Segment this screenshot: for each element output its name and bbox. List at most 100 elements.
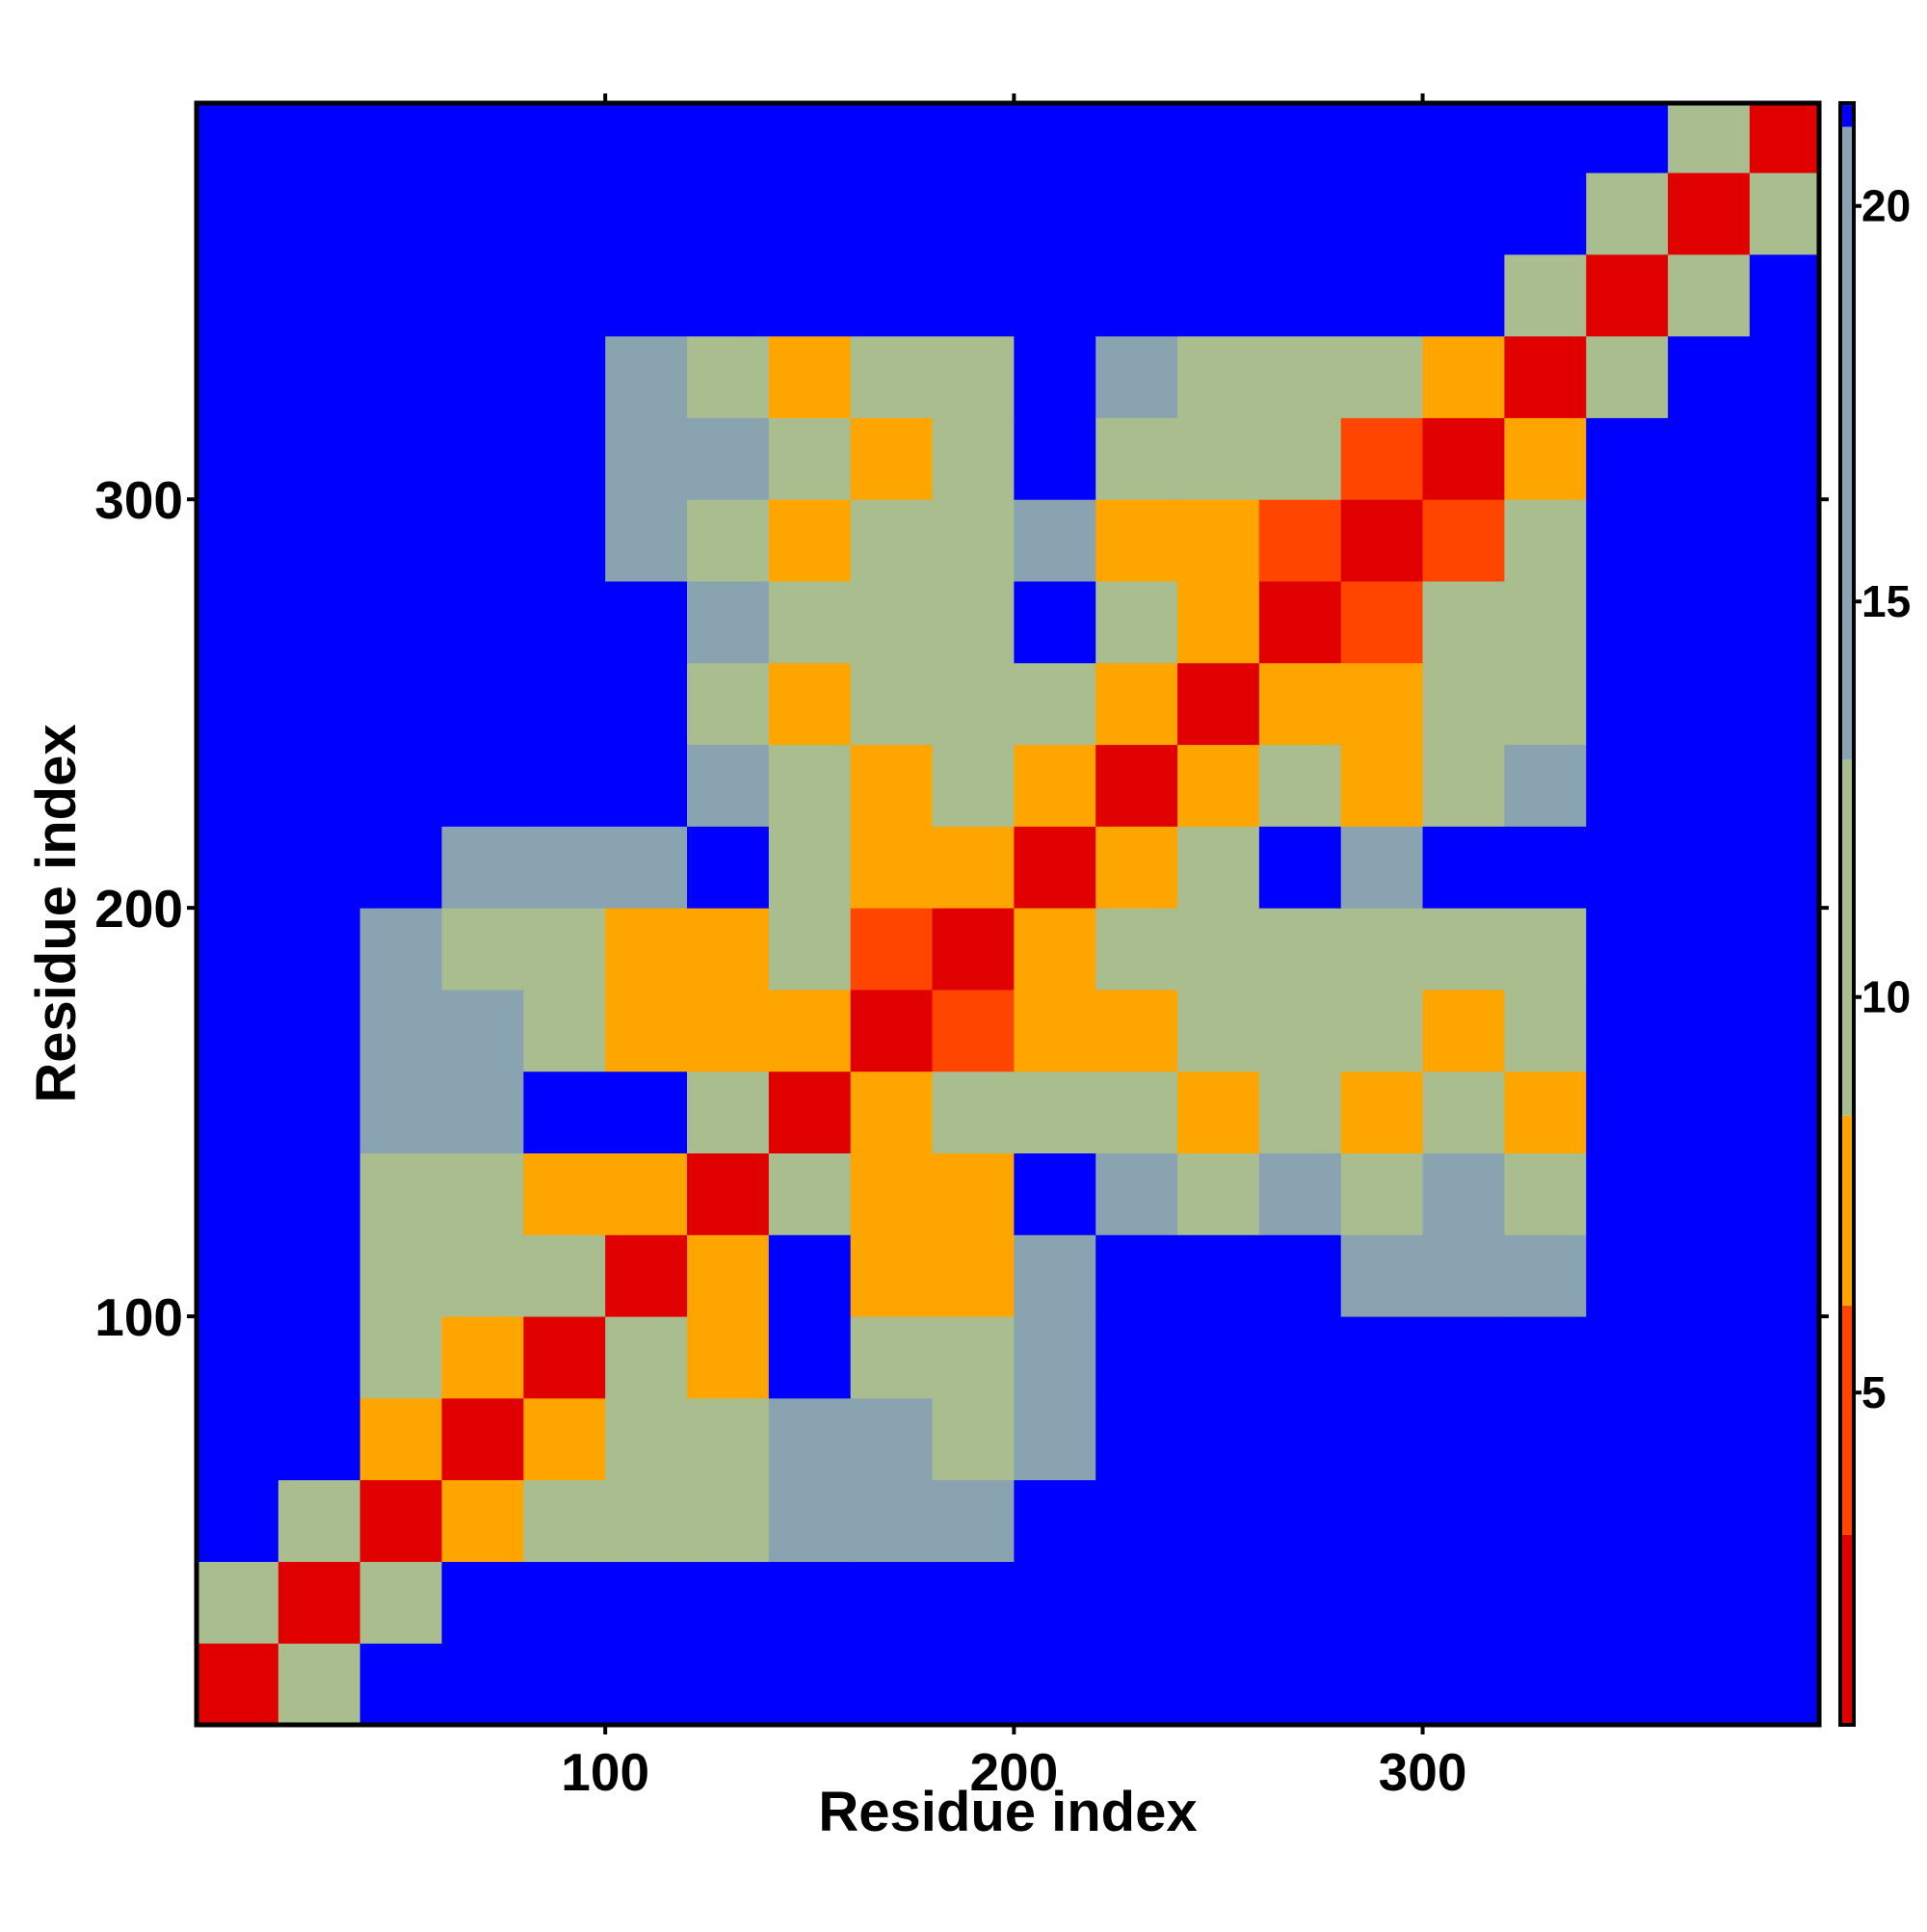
heatmap-cell — [1014, 253, 1096, 337]
heatmap-cell — [1422, 1071, 1505, 1153]
heatmap-cell — [277, 1152, 361, 1235]
heatmap-cell — [1422, 744, 1505, 827]
heatmap-cell — [1504, 172, 1587, 255]
heatmap-cell — [1749, 826, 1820, 909]
heatmap-cell — [1014, 1561, 1096, 1644]
heatmap-cell — [277, 1397, 361, 1481]
heatmap-cell — [605, 908, 688, 991]
heatmap-cell — [1177, 1152, 1260, 1235]
heatmap-cell — [1668, 1397, 1751, 1481]
heatmap-cell — [850, 417, 934, 500]
heatmap-cell — [1177, 417, 1260, 500]
heatmap-cell — [1749, 1152, 1820, 1235]
heatmap-cell — [1014, 1316, 1096, 1399]
heatmap-cell — [1177, 1561, 1260, 1644]
heatmap-cell — [1095, 1479, 1178, 1562]
heatmap-cell — [1504, 1152, 1587, 1235]
heatmap-cell — [441, 1234, 524, 1317]
heatmap-cell — [1014, 1397, 1096, 1481]
heatmap-cell — [687, 1071, 770, 1153]
heatmap-cell — [1095, 1071, 1178, 1153]
heatmap-cell — [768, 1234, 852, 1317]
heatmap-cell — [1504, 335, 1587, 418]
heatmap-cell — [768, 580, 852, 664]
heatmap-cell — [768, 335, 852, 418]
heatmap-cell — [1749, 253, 1820, 337]
heatmap-cell — [1340, 1479, 1424, 1562]
heatmap-cell — [1586, 253, 1669, 337]
heatmap-cell — [1340, 417, 1424, 500]
heatmap-cell — [1586, 417, 1669, 500]
heatmap-cell — [932, 499, 1015, 582]
heatmap-cell — [1340, 1561, 1424, 1644]
heatmap-cell — [1586, 826, 1669, 909]
heatmap-cell — [1258, 172, 1342, 255]
heatmap-cell — [1177, 1071, 1260, 1153]
heatmap-cell — [1095, 103, 1178, 173]
heatmap-cell — [359, 908, 443, 991]
heatmap-cell — [1668, 662, 1751, 746]
heatmap-cell — [1177, 744, 1260, 827]
heatmap-cell — [1095, 662, 1178, 746]
heatmap-cell — [1014, 335, 1096, 418]
heatmap-cell — [850, 580, 934, 664]
heatmap-cell — [687, 1561, 770, 1644]
heatmap-cell — [277, 499, 361, 582]
heatmap-cell — [1014, 826, 1096, 909]
heatmap-cell — [850, 253, 934, 337]
heatmap-cell — [523, 1643, 606, 1726]
heatmap-cell — [932, 253, 1015, 337]
heatmap-cell — [1177, 1479, 1260, 1562]
heatmap-cell — [605, 744, 688, 827]
heatmap-cell — [768, 1071, 852, 1153]
colorbar-tick-label: 5 — [1861, 1367, 1887, 1417]
heatmap-cell — [359, 253, 443, 337]
heatmap-cell — [1258, 1152, 1342, 1235]
heatmap-cell — [1340, 1152, 1424, 1235]
heatmap-cell — [850, 335, 934, 418]
heatmap-cell — [1340, 1071, 1424, 1153]
heatmap-cell — [197, 1152, 279, 1235]
heatmap-cell — [1014, 580, 1096, 664]
colorbar-band — [1840, 1305, 1854, 1535]
heatmap-cell — [768, 989, 852, 1072]
heatmap-cell — [441, 1316, 524, 1399]
heatmap-cell — [1095, 908, 1178, 991]
heatmap-cell — [687, 989, 770, 1072]
heatmap-cell — [768, 499, 852, 582]
heatmap-cells — [197, 103, 1820, 1726]
heatmap-cell — [1668, 335, 1751, 418]
heatmap-cell — [359, 499, 443, 582]
heatmap-cell — [1258, 1234, 1342, 1317]
heatmap-cell — [1177, 989, 1260, 1072]
heatmap-cell — [523, 103, 606, 173]
heatmap-cell — [359, 335, 443, 418]
heatmap-cell — [932, 662, 1015, 746]
heatmap-cell — [1422, 253, 1505, 337]
heatmap-cell — [1258, 417, 1342, 500]
heatmap-cell — [768, 1643, 852, 1726]
heatmap-cell — [687, 1643, 770, 1726]
heatmap-cell — [1422, 1397, 1505, 1481]
heatmap-cell — [605, 1643, 688, 1726]
heatmap-cell — [1014, 1479, 1096, 1562]
heatmap-cell — [1014, 417, 1096, 500]
heatmap-cell — [1668, 989, 1751, 1072]
heatmap-cell — [1014, 103, 1096, 173]
heatmap-cell — [1586, 499, 1669, 582]
heatmap-cell — [1586, 1479, 1669, 1562]
heatmap-cell — [1668, 1316, 1751, 1399]
heatmap-cell — [1177, 1234, 1260, 1317]
heatmap-cell — [1586, 1152, 1669, 1235]
heatmap-cell — [1668, 253, 1751, 337]
heatmap-cell — [605, 826, 688, 909]
heatmap-cell — [523, 417, 606, 500]
heatmap-cell — [1177, 335, 1260, 418]
heatmap-cell — [197, 1397, 279, 1481]
heatmap-cell — [1668, 744, 1751, 827]
heatmap-cell — [687, 1397, 770, 1481]
heatmap-cell — [1095, 1397, 1178, 1481]
heatmap-cell — [1586, 1234, 1669, 1317]
colorbar-band — [1840, 103, 1854, 127]
heatmap-cell — [1177, 826, 1260, 909]
